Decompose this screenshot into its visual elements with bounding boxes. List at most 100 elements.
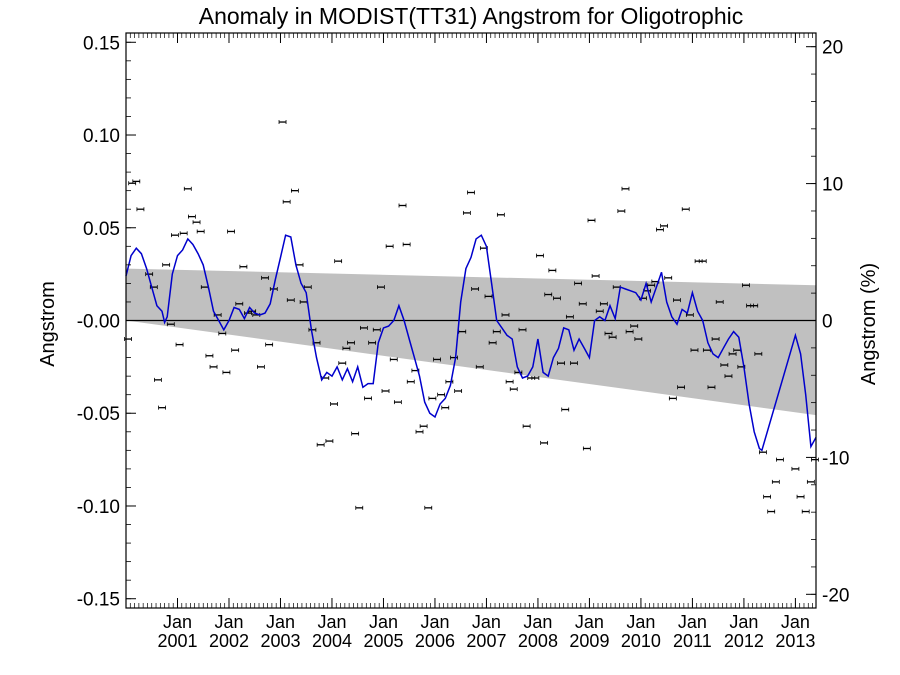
x-tick-year-label: 2005 (363, 631, 403, 651)
data-point (664, 275, 673, 280)
y2-axis-label: Angstrom (%) (858, 263, 880, 385)
data-point (801, 509, 810, 514)
y2-tick-label: 0 (822, 312, 833, 333)
data-point (578, 301, 587, 306)
data-point (673, 298, 681, 303)
data-point (368, 340, 377, 345)
data-point (791, 466, 800, 471)
x-tick-month-label: Jan (781, 612, 810, 632)
x-tick-year-label: 2012 (724, 631, 764, 651)
y-tick-label: -0.15 (77, 590, 120, 611)
data-point (235, 301, 244, 306)
y-tick-label: -0.00 (77, 312, 120, 333)
data-point (754, 351, 763, 356)
data-point (295, 262, 304, 267)
data-point (218, 331, 227, 336)
y2-tick-label: -10 (822, 448, 849, 469)
data-point (290, 188, 299, 193)
data-point (505, 379, 514, 384)
data-point (222, 370, 231, 375)
y2-tick-label: -20 (822, 585, 849, 606)
data-point (209, 364, 218, 369)
data-point (574, 281, 583, 286)
data-point (278, 120, 287, 125)
y-tick-label: 0.05 (83, 219, 120, 240)
data-point (334, 259, 343, 264)
x-tick-month-label: Jan (266, 612, 295, 632)
data-point (630, 324, 639, 329)
data-point (660, 223, 668, 228)
data-point (604, 331, 613, 336)
x-tick-year-label: 2011 (673, 631, 712, 651)
data-point (462, 210, 471, 215)
data-point (158, 405, 166, 410)
data-point (428, 396, 437, 401)
y2-axis-ticks: 20 10 0 -10 -20 (806, 38, 849, 606)
x-tick-year-label: 2007 (466, 631, 506, 651)
data-point (492, 329, 501, 334)
data-point (522, 424, 531, 429)
data-point (171, 233, 179, 238)
x-axis-ticks: Jan2001Jan2002Jan2003Jan2004Jan2005Jan20… (125, 33, 815, 651)
data-point (261, 275, 269, 280)
y-tick-label: -0.05 (77, 404, 120, 425)
data-point (720, 363, 729, 368)
data-point (385, 244, 394, 249)
data-point (415, 429, 424, 434)
x-tick-month-label: Jan (523, 612, 552, 632)
data-point (175, 342, 184, 347)
x-tick-year-label: 2002 (209, 631, 249, 651)
data-point (265, 342, 274, 347)
data-point (338, 361, 347, 366)
y-axis-label: Angstrom (37, 281, 59, 367)
x-tick-year-label: 2013 (775, 631, 815, 651)
x-tick-month-label: Jan (626, 612, 655, 632)
data-point (806, 479, 815, 484)
data-point (625, 329, 634, 334)
data-point (608, 335, 617, 340)
data-point (316, 442, 325, 447)
x-tick-year-label: 2003 (260, 631, 300, 651)
data-point (587, 218, 596, 223)
data-point (136, 207, 145, 212)
data-point (617, 209, 626, 214)
data-point (796, 494, 805, 499)
x-tick-month-label: Jan (729, 612, 758, 632)
data-point (132, 179, 141, 184)
data-point (548, 268, 557, 273)
data-point (347, 340, 355, 345)
data-point (342, 346, 351, 351)
data-point (437, 392, 446, 397)
x-tick-month-label: Jan (214, 612, 243, 632)
data-point (771, 479, 780, 484)
data-point (599, 301, 608, 306)
data-point (518, 327, 527, 332)
y-axis-ticks: 0.15 0.10 0.05 -0.00 -0.05 -0.10 -0.15 (77, 33, 136, 611)
data-point (196, 229, 205, 234)
data-point (544, 292, 553, 297)
y2-tick-label: 10 (822, 175, 843, 196)
data-point (351, 431, 360, 436)
data-point (565, 314, 574, 319)
data-point (188, 214, 196, 219)
data-point (166, 322, 175, 327)
y2-tick-label: 20 (822, 38, 843, 59)
data-point (205, 353, 214, 358)
data-point (488, 340, 497, 345)
data-point (441, 405, 450, 410)
data-point (454, 388, 463, 393)
data-point (698, 259, 707, 264)
data-point (677, 385, 685, 390)
data-point (634, 337, 643, 342)
data-point (763, 494, 771, 499)
x-tick-year-label: 2006 (415, 631, 455, 651)
data-point (381, 388, 390, 393)
data-point (742, 283, 750, 288)
data-point (406, 379, 415, 384)
data-point (811, 457, 819, 462)
data-point (707, 385, 716, 390)
data-point (257, 364, 265, 369)
data-point (393, 400, 402, 405)
data-point (286, 298, 295, 303)
x-tick-month-label: Jan (575, 612, 604, 632)
